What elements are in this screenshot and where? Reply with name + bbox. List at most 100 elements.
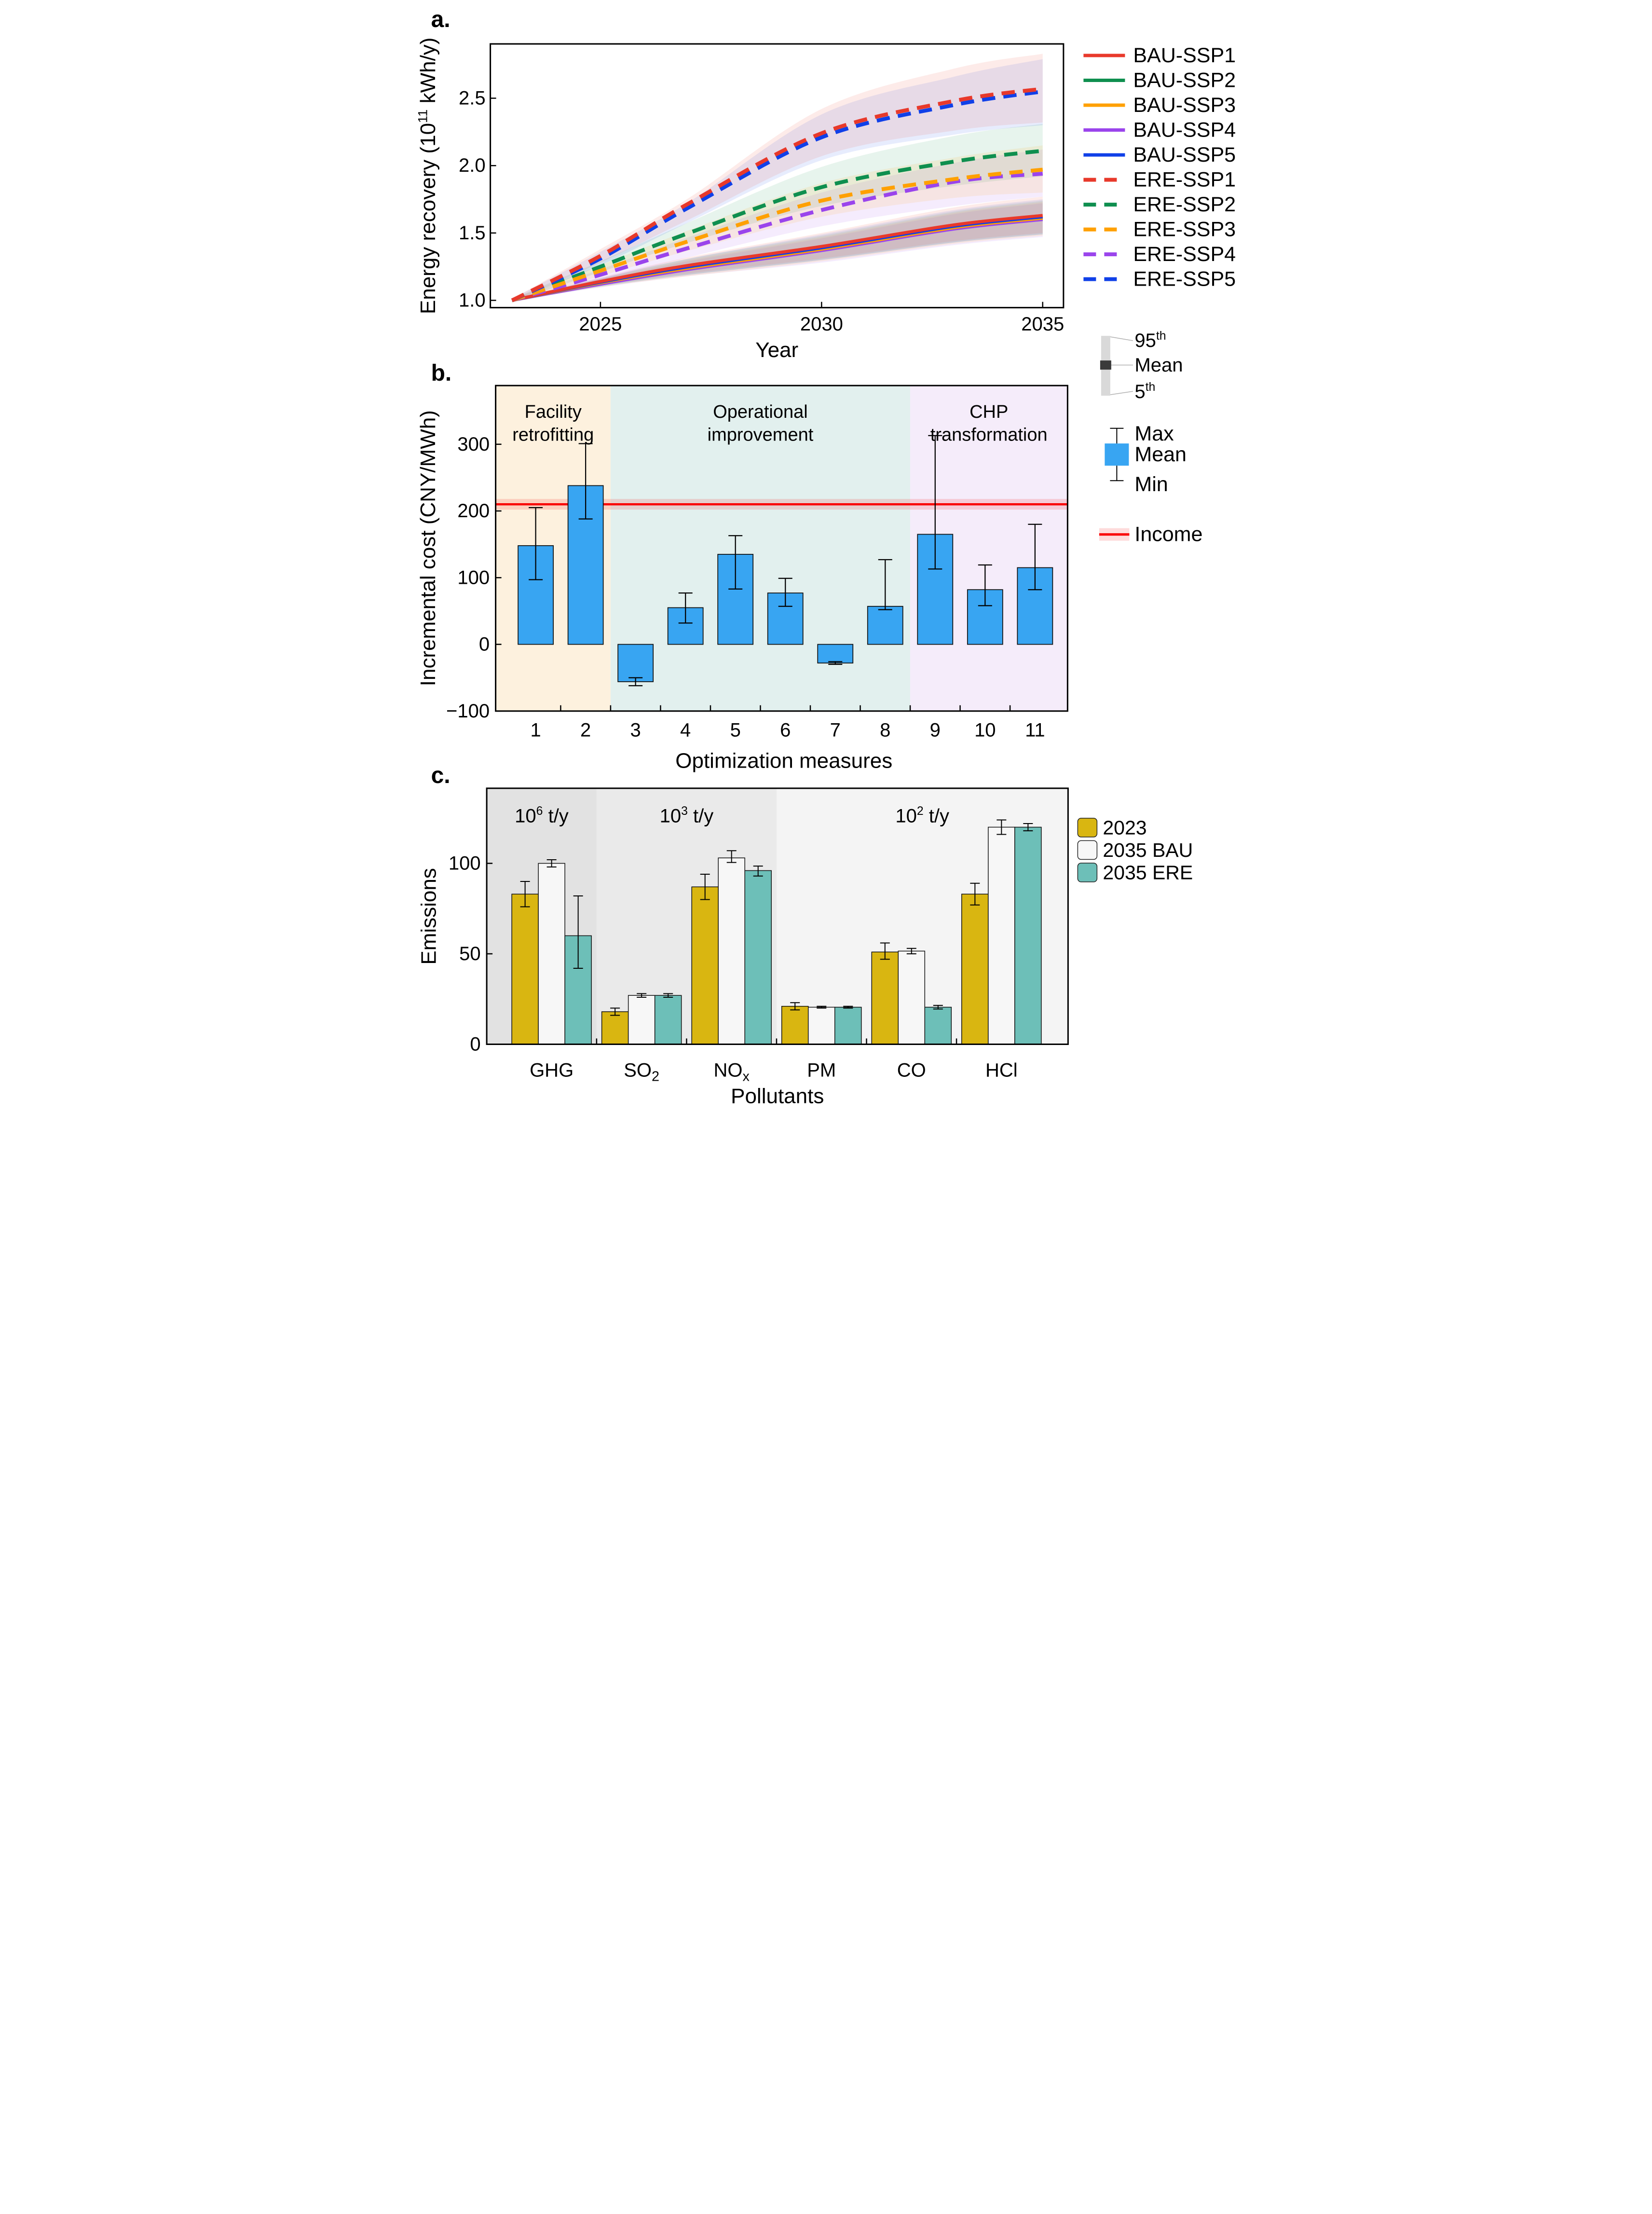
region-title-1: Operational (713, 402, 807, 422)
legend-label-2035-ERE: 2035 ERE (1103, 861, 1193, 883)
bar-2023-cat5 (961, 894, 989, 1045)
panel-c-xtick-label-5: HCl (985, 1059, 1018, 1081)
panel-a-label: a. (431, 7, 451, 32)
series-line-ERE-SSP3 (511, 167, 1043, 303)
unit-region-label-1: 103 t/y (660, 805, 714, 826)
panel-b-ytick-label: 300 (457, 434, 490, 455)
panel-a-xtick-label: 2035 (1021, 314, 1064, 335)
legend-label-ERE-SSP3: ERE-SSP3 (1133, 218, 1236, 241)
region-bg-1 (610, 385, 911, 711)
panel-b-xtick-label: 3 (630, 719, 641, 741)
bar-2023-cat1 (601, 1011, 629, 1045)
percentile-label-mean: Mean (1134, 355, 1183, 376)
bar-2035-ERE-cat4 (924, 1006, 952, 1045)
legend-label-ERE-SSP1: ERE-SSP1 (1133, 168, 1236, 192)
panel-c-xtick-label-2: NOx (714, 1059, 750, 1084)
legend-label-min: Min (1134, 473, 1168, 496)
unit-region-label-0: 106 t/y (515, 805, 569, 826)
percentile-label-95th: 95th (1134, 330, 1166, 351)
panel-c-xtick-label-0: GHG (530, 1059, 573, 1081)
legend-label-2023: 2023 (1103, 816, 1147, 839)
bar-2035-ERE-cat2 (744, 870, 772, 1045)
legend-label-income: Income (1134, 523, 1202, 546)
panel-b-xtick-label: 11 (1025, 719, 1045, 741)
legend-swatch-2035-ERE (1077, 863, 1098, 882)
bar-2035-BAU-cat2 (718, 857, 745, 1045)
confidence-band-ERE-SSP1 (512, 54, 1043, 302)
legend-label-BAU-SSP1: BAU-SSP1 (1133, 44, 1236, 67)
percentile-mean-glyph (1100, 360, 1111, 370)
panel-b-xtick-label: 1 (530, 719, 541, 741)
panel-c-ytick-label: 0 (470, 1033, 480, 1055)
series-line-ERE-SSP1 (511, 87, 1043, 303)
series-line-BAU-SSP1 (511, 214, 1043, 302)
panel-b-ytick-label: 100 (457, 567, 490, 588)
confidence-band-ERE-SSP4 (512, 149, 1043, 302)
figure: a. b. c. 1.0 1.5 2.0 2.5 2025 2030 2035 Energy … (413, 0, 1239, 1107)
panel-c-axes-box (486, 787, 1069, 1045)
panel-a-ytick-label: 1.5 (459, 222, 486, 244)
panel-b-ylabel: Incremental cost (CNY/MWh) (416, 410, 440, 686)
panel-b-xtick-label: 8 (880, 719, 890, 741)
bar-2035-BAU-cat1 (628, 995, 655, 1045)
series-line-ERE-SSP4 (511, 172, 1043, 303)
panel-a-xtick-label: 2025 (579, 314, 622, 335)
panel-b-xtick-label: 7 (830, 719, 841, 741)
bar-2035-ERE-cat5 (1014, 826, 1042, 1045)
panel-a-ylabel: Energy recovery (1011 kWh/y) (415, 38, 440, 315)
panel-a-ytick-label: 2.0 (459, 155, 486, 176)
legend-label-BAU-SSP2: BAU-SSP2 (1133, 69, 1236, 92)
bar-2035-BAU-cat3 (807, 1006, 835, 1045)
panel-a-xlabel: Year (755, 338, 798, 362)
panel-c-xlabel: Pollutants (731, 1084, 824, 1107)
region-title-1: improvement (708, 425, 814, 445)
legend-label-BAU-SSP4: BAU-SSP4 (1133, 119, 1236, 142)
panel-b-xtick-label: 2 (580, 719, 591, 741)
panel-a-ytick-label: 1.0 (459, 290, 486, 311)
panel-b-xlabel: Optimization measures (675, 749, 892, 772)
panel-c-xtick-label-1: SO2 (624, 1059, 659, 1084)
panel-c-ytick-label: 50 (459, 943, 481, 964)
panel-b-xtick-label: 4 (680, 719, 691, 741)
bar-2035-BAU-cat0 (538, 863, 565, 1045)
legend-label-ERE-SSP4: ERE-SSP4 (1133, 243, 1236, 266)
legend-label-mean: Mean (1134, 443, 1187, 466)
panel-b-incremental-cost-chart: Facility retrofitting Operational improveme… (446, 385, 1068, 741)
bar-2023-cat0 (511, 894, 539, 1045)
series-line-ERE-SSP5 (511, 89, 1043, 303)
panel-a-xtick-label: 2030 (800, 314, 843, 335)
bar-2035-ERE-cat1 (654, 995, 682, 1045)
panel-b-xtick-label: 10 (974, 719, 996, 741)
panel-b-label: b. (431, 360, 452, 386)
percentile-connector-bottom (1110, 391, 1133, 395)
panel-c-xtick-label-4: CO (897, 1059, 926, 1081)
panel-c-emissions-chart: 106 t/y 103 t/y 102 t/y 0 50 100 GHG SO2 NOx PM CO… (449, 787, 1069, 1084)
legend-label-BAU-SSP5: BAU-SSP5 (1133, 143, 1236, 166)
region-title-2: CHP (969, 402, 1008, 422)
region-title-0: Facility (525, 402, 582, 422)
panel-c-ytick-label: 100 (449, 853, 481, 874)
legend-label-BAU-SSP3: BAU-SSP3 (1133, 94, 1236, 117)
percentile-connector-top (1110, 336, 1133, 341)
bar-2035-BAU-cat4 (898, 950, 926, 1045)
bar-measure-7 (817, 644, 854, 664)
bar-2023-cat2 (691, 886, 719, 1045)
series-line-ERE-SSP2 (511, 149, 1043, 303)
panel-b-ytick-label: 0 (479, 634, 490, 655)
panel-a-axes-box (490, 43, 1065, 309)
bar-2035-ERE-cat3 (834, 1006, 862, 1045)
legend-label-ERE-SSP5: ERE-SSP5 (1133, 268, 1236, 291)
panel-a-legend: BAU-SSP1BAU-SSP2BAU-SSP3BAU-SSP4BAU-SSP5… (1083, 44, 1236, 402)
unit-region-label-2: 102 t/y (895, 805, 949, 826)
panel-b-ytick-label: 200 (457, 500, 490, 522)
panel-c-ylabel: Emissions (417, 868, 441, 965)
bar-measure-3 (617, 644, 654, 682)
panel-b-xtick-label: 6 (780, 719, 791, 741)
bar-2023-cat3 (781, 1005, 809, 1045)
panel-b-axes-box (495, 385, 1068, 712)
bar-2035-BAU-cat5 (988, 826, 1015, 1045)
panel-c-xtick-label-3: PM (807, 1059, 836, 1081)
